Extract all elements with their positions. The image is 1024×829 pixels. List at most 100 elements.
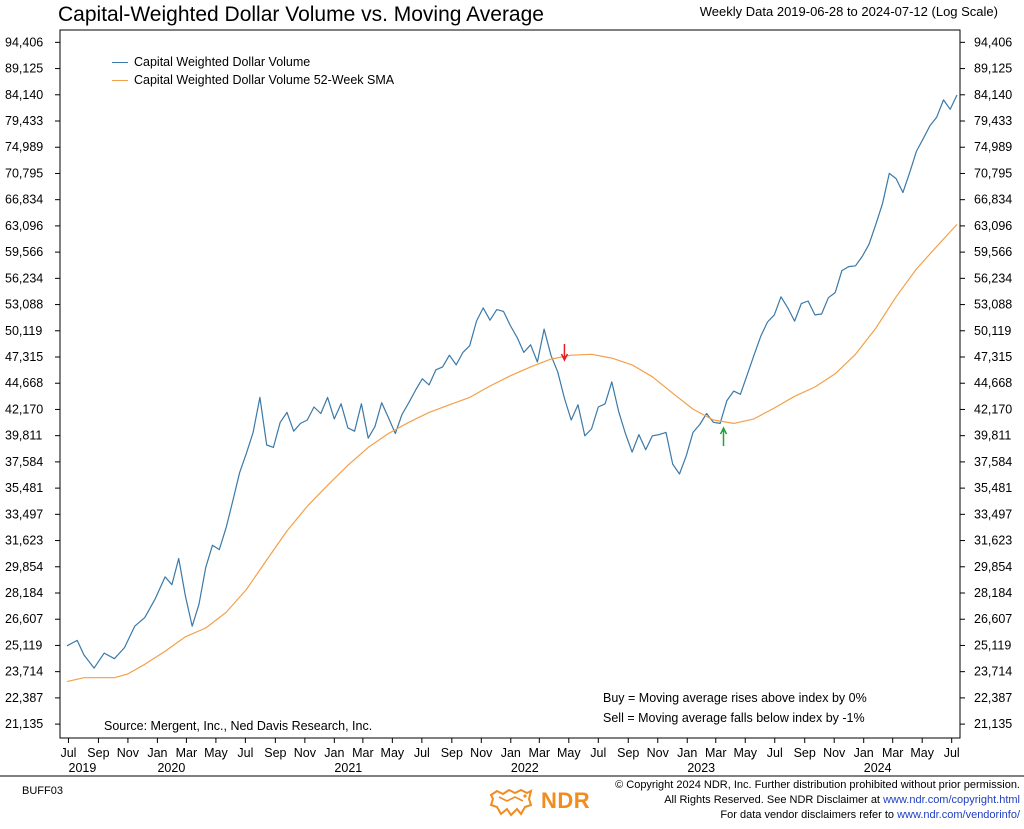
legend-label-volume: Capital Weighted Dollar Volume — [134, 55, 311, 69]
x-tick-label: Jul — [944, 746, 960, 760]
y-tick-label-left: 31,623 — [5, 534, 43, 548]
signal-rules: Buy = Moving average rises above index b… — [603, 688, 867, 728]
vendorinfo-link[interactable]: www.ndr.com/vendorinfo/ — [897, 809, 1020, 821]
y-tick-label-right: 39,811 — [974, 429, 1011, 443]
x-tick-label: Sep — [264, 746, 286, 760]
y-tick-label-right: 70,795 — [974, 166, 1012, 180]
chart-title: Capital-Weighted Dollar Volume vs. Movin… — [58, 3, 544, 26]
x-tick-label: Jan — [854, 746, 874, 760]
y-tick-label-left: 74,989 — [5, 140, 43, 154]
x-axis-ticks: Jul Sep Nov Jan Mar May Jul Sep Nov Jan Mar May Jul S… — [60, 738, 960, 775]
y-tick-label-left: 84,140 — [5, 88, 43, 102]
y-tick-label-left: 89,125 — [5, 62, 43, 76]
y-tick-label-right: 74,989 — [974, 140, 1012, 154]
y-tick-label-right: 42,170 — [974, 402, 1012, 416]
plot-border — [59, 29, 961, 739]
x-tick-label: May — [204, 746, 228, 760]
y-tick-label-right: 31,623 — [974, 534, 1012, 548]
x-tick-label: Nov — [647, 746, 670, 760]
y-tick-label-left: 35,481 — [5, 481, 43, 495]
buy-signal-arrow — [719, 426, 728, 447]
year-label: 2019 — [69, 761, 97, 775]
chart-code: BUFF03 — [22, 785, 63, 797]
x-tick-label: Sep — [441, 746, 463, 760]
bull-icon — [489, 788, 533, 817]
y-tick-label-left: 47,315 — [5, 350, 43, 364]
y-tick-label-left: 50,119 — [5, 324, 42, 338]
series-volume-line — [66, 94, 958, 669]
x-tick-label: Mar — [882, 746, 904, 760]
series-sma-line — [66, 223, 958, 683]
y-tick-label-left: 25,119 — [5, 638, 42, 652]
y-tick-label-right: 47,315 — [974, 350, 1012, 364]
vendor-line: For data vendor disclaimers refer to www… — [615, 808, 1020, 823]
x-tick-label: Jul — [590, 746, 606, 760]
legend-swatch-volume — [112, 61, 128, 63]
chart-subtitle: Weekly Data 2019-06-28 to 2024-07-12 (Lo… — [699, 4, 998, 19]
copyright-line: © Copyright 2024 NDR, Inc. Further distr… — [615, 779, 1020, 791]
sell-signal-arrow — [560, 343, 569, 362]
y-tick-label-left: 23,714 — [5, 665, 43, 679]
vendor-prefix: For data vendor disclaimers refer to — [720, 809, 898, 821]
y-tick-label-left: 39,811 — [5, 429, 42, 443]
legend-swatch-sma — [112, 79, 128, 81]
y-tick-label-right: 44,668 — [974, 376, 1012, 390]
x-tick-label: May — [557, 746, 581, 760]
x-tick-label: Nov — [294, 746, 317, 760]
x-tick-label: Jan — [501, 746, 521, 760]
copyright-block: © Copyright 2024 NDR, Inc. Further distr… — [615, 778, 1020, 823]
disclaimer-prefix: All Rights Reserved. See NDR Disclaimer … — [664, 794, 884, 806]
year-label: 2022 — [511, 761, 539, 775]
y-tick-label-left: 26,607 — [5, 612, 43, 626]
y-tick-label-left: 66,834 — [5, 193, 43, 207]
y-tick-label-right: 23,714 — [974, 665, 1012, 679]
x-tick-label: Sep — [87, 746, 109, 760]
plot-frame — [0, 29, 1024, 777]
x-tick-label: May — [910, 746, 934, 760]
y-tick-label-right: 89,125 — [974, 62, 1012, 76]
x-tick-label: Sep — [617, 746, 639, 760]
x-tick-label: May — [733, 746, 757, 760]
x-tick-label: Mar — [705, 746, 727, 760]
y-tick-label-right: 79,433 — [974, 114, 1012, 128]
y-tick-label-right: 37,584 — [974, 455, 1012, 469]
y-tick-label-right: 25,119 — [974, 638, 1011, 652]
y-tick-label-right: 26,607 — [974, 612, 1012, 626]
x-tick-label: Jan — [147, 746, 167, 760]
legend-item: Capital Weighted Dollar Volume — [112, 53, 394, 71]
year-label: 2020 — [157, 761, 185, 775]
x-tick-label: Jul — [414, 746, 430, 760]
x-tick-label: Nov — [470, 746, 493, 760]
y-tick-label-right: 59,566 — [974, 245, 1012, 259]
x-tick-label: Jul — [237, 746, 253, 760]
y-tick-label-left: 79,433 — [5, 114, 43, 128]
y-tick-label-left: 28,184 — [5, 586, 43, 600]
y-tick-label-left: 56,234 — [5, 271, 43, 285]
year-label: 2023 — [687, 761, 715, 775]
copyright-link[interactable]: www.ndr.com/copyright.html — [883, 794, 1020, 806]
legend: Capital Weighted Dollar Volume Capital W… — [112, 53, 394, 89]
year-label: 2021 — [334, 761, 362, 775]
x-tick-label: Jan — [677, 746, 697, 760]
y-tick-label-left: 33,497 — [5, 507, 43, 521]
y-tick-label-left: 21,135 — [5, 717, 43, 731]
x-tick-label: Jul — [767, 746, 783, 760]
y-tick-label-right: 28,184 — [974, 586, 1012, 600]
series-lines — [66, 94, 958, 683]
y-tick-label-left: 70,795 — [5, 166, 43, 180]
y-tick-label-right: 84,140 — [974, 88, 1012, 102]
sell-rule: Sell = Moving average falls below index … — [603, 711, 865, 725]
y-tick-label-left: 63,096 — [5, 219, 43, 233]
signal-arrows — [560, 343, 728, 447]
logo-text: NDR — [541, 788, 591, 813]
legend-label-sma: Capital Weighted Dollar Volume 52-Week S… — [134, 73, 395, 87]
y-tick-label-left: 29,854 — [5, 560, 43, 574]
x-tick-label: Nov — [117, 746, 140, 760]
source-note: Source: Mergent, Inc., Ned Davis Researc… — [104, 719, 373, 733]
y-tick-label-right: 33,497 — [974, 507, 1012, 521]
x-tick-label: Mar — [176, 746, 198, 760]
y-tick-label-right: 35,481 — [974, 481, 1012, 495]
y-tick-label-right: 94,406 — [974, 35, 1012, 49]
y-tick-label-left: 44,668 — [5, 376, 43, 390]
